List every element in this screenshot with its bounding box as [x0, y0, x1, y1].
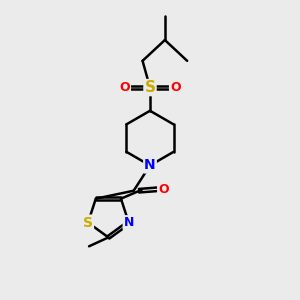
Text: N: N	[144, 158, 156, 172]
Text: N: N	[124, 216, 134, 229]
Text: O: O	[119, 81, 130, 94]
Text: O: O	[170, 81, 181, 94]
Text: S: S	[83, 216, 93, 230]
Text: O: O	[158, 183, 169, 196]
Text: S: S	[145, 80, 155, 95]
